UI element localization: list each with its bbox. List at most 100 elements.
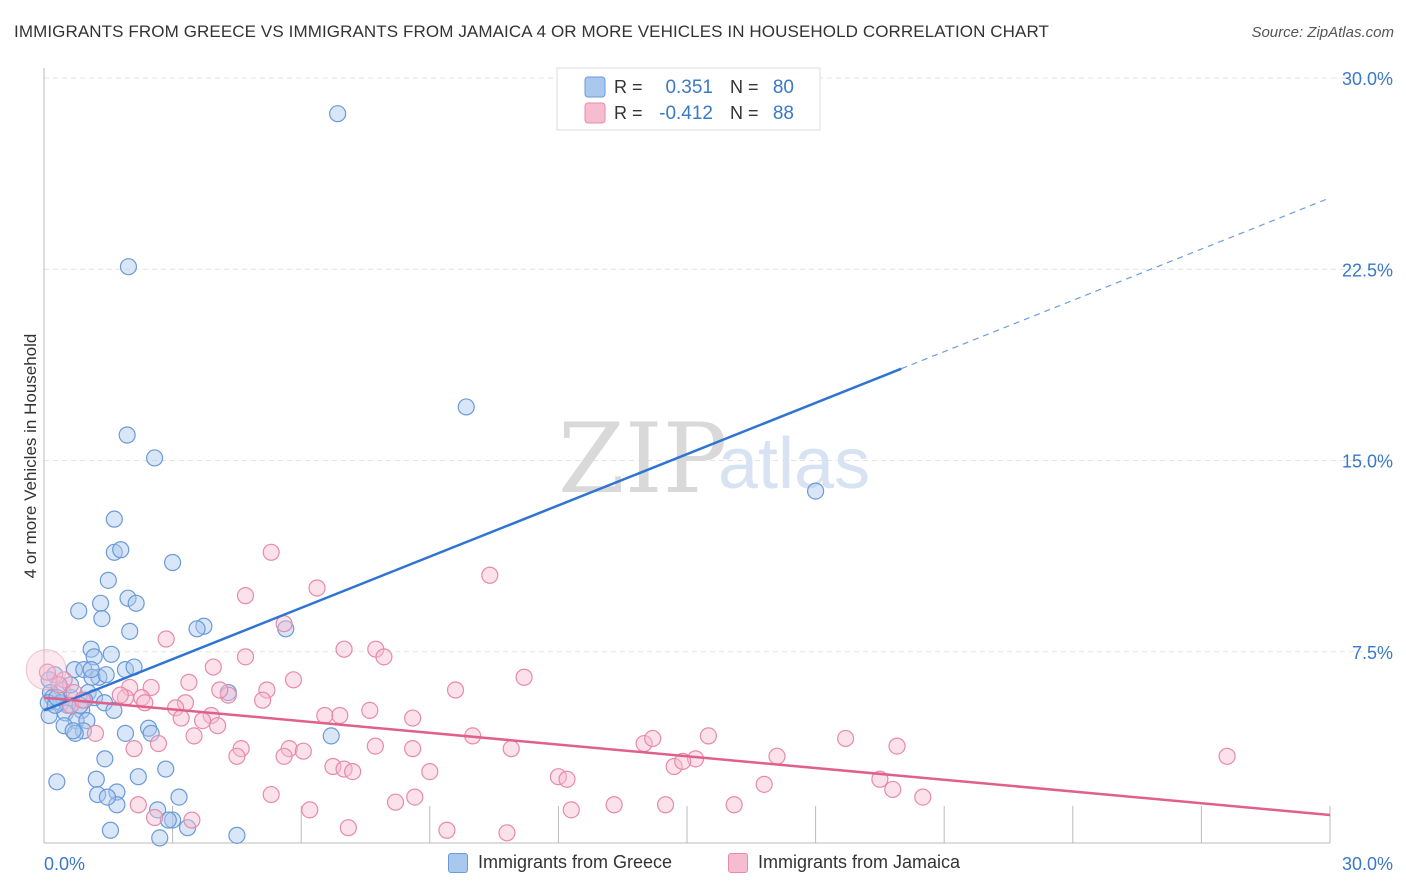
axis-layer: 7.5% 15.0% 22.5% 30.0% 0.0% 30.0%: [43, 68, 1393, 874]
jamaica-point: [481, 566, 499, 584]
jamaica-point: [149, 734, 168, 753]
jamaica-point: [236, 587, 255, 605]
greece-point: [105, 510, 123, 528]
jamaica-trend-line: [43, 696, 1331, 817]
jamaica-point: [38, 663, 57, 681]
greece-point: [116, 724, 135, 742]
jamaica-point: [605, 796, 623, 814]
grid-layer: [44, 77, 1392, 653]
greece-point: [97, 666, 115, 684]
bottom-legend-greece-label: Immigrants from Greece: [478, 852, 673, 872]
legend-jamaica-r-label: R =: [614, 103, 643, 123]
jamaica-point: [331, 706, 349, 725]
greece-point: [85, 648, 103, 666]
legend-greece-swatch: [584, 76, 606, 98]
jamaica-point: [284, 671, 303, 689]
greece-point: [157, 760, 175, 778]
legend-greece-r-value: 0.351: [665, 77, 713, 98]
jamaica-point: [361, 701, 379, 720]
greece-point: [112, 541, 130, 559]
jamaica-point: [211, 681, 229, 699]
jamaica-point: [558, 770, 576, 788]
legend-greece-r-label: R =: [614, 77, 643, 97]
source-label: Source: ZipAtlas.com: [1251, 24, 1394, 41]
jamaica-point: [404, 740, 422, 758]
greece-point: [329, 105, 347, 123]
watermark: ZIP atlas: [558, 403, 870, 515]
jamaica-point: [145, 808, 164, 827]
jamaica-point: [498, 824, 516, 842]
jamaica-point: [209, 717, 227, 735]
greece-point: [82, 660, 100, 679]
jamaica-point: [375, 648, 393, 666]
greece-point: [93, 609, 111, 628]
jamaica-point: [86, 724, 105, 742]
greece-point: [129, 768, 147, 786]
bottom-legend-jamaica-label: Immigrants from Jamaica: [758, 852, 961, 872]
y-axis-title: 4 or more Vehicles in Household: [21, 334, 40, 579]
greece-point: [188, 620, 206, 638]
greece-point: [64, 722, 82, 740]
jamaica-points: [25, 543, 1236, 842]
jamaica-point: [644, 729, 662, 748]
jamaica-point: [125, 740, 143, 758]
jamaica-point: [25, 649, 67, 691]
legend-jamaica-r-value: -0.412: [659, 103, 713, 124]
legend-greece-n-value: 80: [773, 77, 794, 98]
greece-point: [119, 258, 138, 276]
jamaica-point: [665, 757, 683, 776]
greece-point: [121, 622, 139, 640]
greece-point: [108, 783, 126, 801]
jamaica-point: [228, 747, 246, 765]
jamaica-point: [562, 801, 580, 819]
greece-point: [119, 589, 137, 607]
jamaica-point: [888, 737, 906, 755]
jamaica-point: [172, 709, 190, 727]
jamaica-point: [502, 740, 520, 758]
greece-point: [87, 770, 105, 788]
bottom-legend: Immigrants from Greece Immigrants from J…: [0, 852, 1406, 878]
jamaica-point: [301, 801, 319, 819]
greece-point: [806, 482, 825, 500]
greece-trend-extension: [901, 197, 1331, 370]
greece-point: [70, 602, 88, 620]
jamaica-point: [185, 727, 203, 745]
jamaica-point: [262, 785, 280, 804]
greece-point: [457, 398, 475, 416]
greece-point: [102, 645, 120, 663]
greece-point: [48, 773, 66, 791]
greece-point: [88, 785, 107, 804]
jamaica-point: [111, 686, 129, 704]
y-tick-label: 22.5%: [1342, 260, 1393, 280]
jamaica-point: [404, 709, 422, 727]
jamaica-point: [275, 747, 293, 765]
bottom-legend-greece-swatch: [448, 852, 468, 873]
greece-point: [151, 829, 169, 847]
jamaica-point: [438, 821, 456, 839]
jamaica-point: [837, 729, 855, 748]
y-tick-label: 15.0%: [1342, 452, 1393, 472]
jamaica-point: [194, 711, 212, 730]
greece-point: [127, 594, 145, 612]
greece-trend-line: [43, 367, 902, 712]
greece-point: [145, 449, 164, 467]
greece-point: [164, 811, 182, 829]
trend-layer: [43, 197, 1331, 817]
jamaica-point: [236, 648, 255, 666]
jamaica-point: [406, 788, 424, 806]
jamaica-point: [294, 742, 312, 760]
legend-jamaica-n-value: 88: [773, 103, 794, 124]
jamaica-point: [914, 788, 932, 806]
jamaica-point: [699, 727, 718, 745]
jamaica-point: [446, 681, 465, 699]
jamaica-point: [884, 780, 902, 799]
greece-point: [98, 788, 117, 806]
jamaica-point: [515, 668, 533, 686]
legend-jamaica-n-label: N =: [730, 103, 759, 123]
chart-title: IMMIGRANTS FROM GREECE VS IMMIGRANTS FRO…: [14, 22, 1050, 41]
greece-point: [118, 426, 136, 444]
y-tick-label: 30.0%: [1342, 69, 1393, 89]
jamaica-point: [335, 640, 353, 658]
jamaica-point: [262, 543, 280, 561]
